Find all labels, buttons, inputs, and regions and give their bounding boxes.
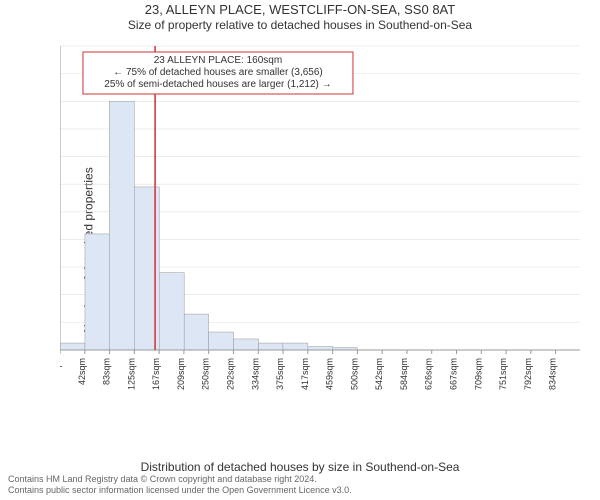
x-axis-label: Distribution of detached houses by size … <box>0 460 600 474</box>
histogram-bar <box>85 234 109 350</box>
histogram-bar <box>308 347 333 350</box>
histogram-bar <box>60 343 85 350</box>
x-tick-label: 584sqm <box>399 358 409 390</box>
x-tick-label: 626sqm <box>424 358 434 390</box>
histogram-bar <box>234 339 259 350</box>
x-tick-label: 125sqm <box>126 358 136 390</box>
x-tick-label: 834sqm <box>548 358 558 390</box>
histogram-bar <box>209 332 234 350</box>
footer-attribution: Contains HM Land Registry data © Crown c… <box>8 474 592 496</box>
x-tick-label: 167sqm <box>151 358 161 390</box>
x-tick-label: 709sqm <box>473 358 483 390</box>
histogram-bar <box>109 101 134 350</box>
x-tick-label: 83sqm <box>102 358 112 385</box>
x-tick-label: 209sqm <box>176 358 186 390</box>
histogram-bar <box>184 314 208 350</box>
x-tick-label: 42sqm <box>77 358 87 385</box>
annotation-line: 23 ALLEYN PLACE: 160sqm <box>154 55 282 66</box>
x-tick-label: 542sqm <box>374 358 384 390</box>
histogram-bar <box>159 273 184 350</box>
x-tick-label: 250sqm <box>201 358 211 390</box>
histogram-bar <box>258 343 282 350</box>
x-tick-label: 792sqm <box>523 358 533 390</box>
x-tick-label: 375sqm <box>275 358 285 390</box>
chart-subtitle: Size of property relative to detached ho… <box>0 18 600 32</box>
annotation-line: ← 75% of detached houses are smaller (3,… <box>113 67 323 78</box>
chart-title: 23, ALLEYN PLACE, WESTCLIFF-ON-SEA, SS0 … <box>0 2 600 17</box>
x-tick-label: 500sqm <box>349 358 359 390</box>
x-tick-label: 334sqm <box>250 358 260 390</box>
histogram-bar <box>283 343 308 350</box>
x-tick-label: 292sqm <box>225 358 235 390</box>
annotation-line: 25% of semi-detached houses are larger (… <box>104 79 331 90</box>
x-tick-label: 751sqm <box>498 358 508 390</box>
x-tick-label: 417sqm <box>300 358 310 390</box>
histogram-plot: 0200400600800100012001400160018002000220… <box>60 40 580 410</box>
x-tick-label: 0sqm <box>60 358 62 380</box>
x-tick-label: 667sqm <box>449 358 459 390</box>
x-tick-label: 459sqm <box>325 358 335 390</box>
